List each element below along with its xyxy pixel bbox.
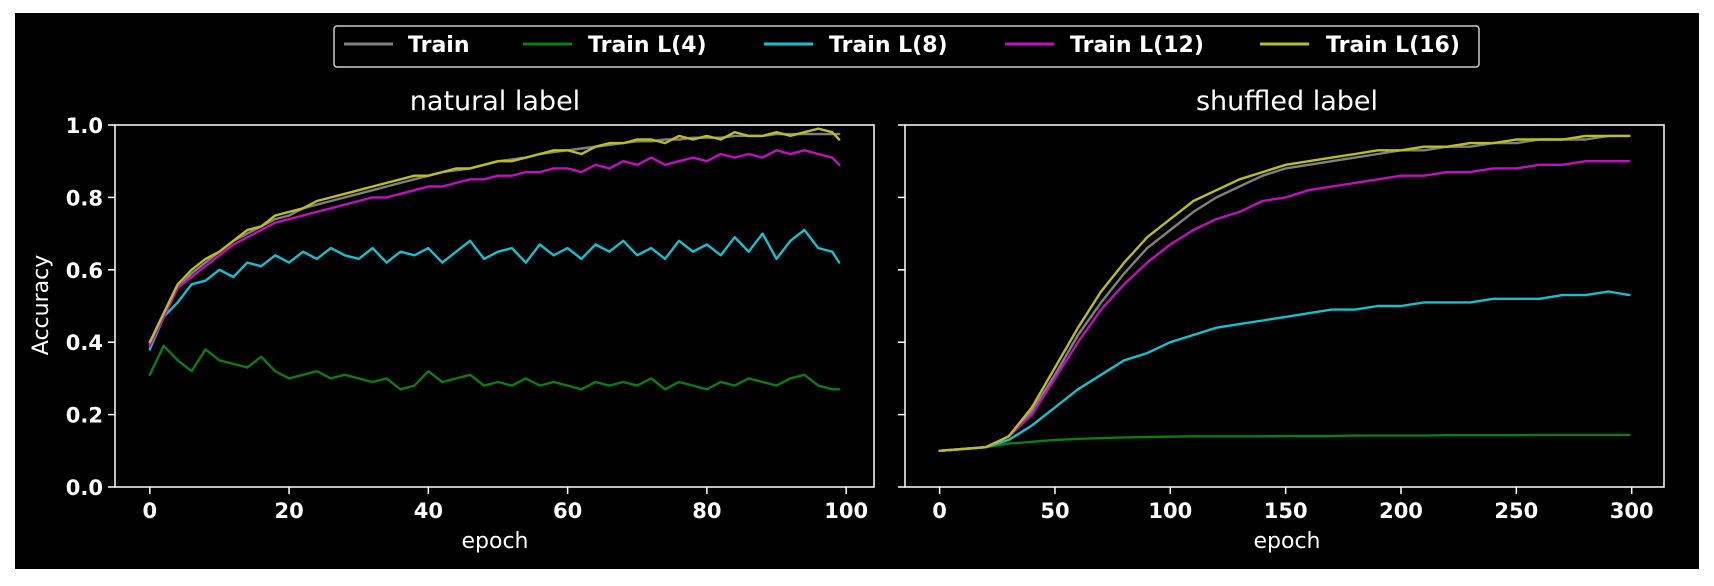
x-tick-label: 40 (414, 499, 443, 523)
x-tick-label: 100 (824, 499, 868, 523)
series-line-train-l-12-natural (148, 149, 841, 347)
x-tick-label: 100 (1148, 499, 1192, 523)
x-tick-label: 0 (932, 499, 947, 523)
series-line-train-shuffled (938, 134, 1631, 452)
legend-label-train-l8: Train L(8) (829, 33, 948, 58)
x-tick-label: 50 (1040, 499, 1069, 523)
y-ticks-shuffled (898, 124, 905, 488)
series-line-train-l-8-natural (148, 228, 841, 351)
series-line-train-l-8-shuffled (938, 290, 1631, 452)
legend-label-train-l16: Train L(16) (1326, 33, 1460, 58)
legend-entry-train: Train (344, 33, 470, 58)
x-tick-label: 60 (553, 499, 582, 523)
legend-entry-train-l16: Train L(16) (1260, 33, 1460, 58)
series-group-natural (148, 127, 841, 391)
x-ticks-natural: 0 20 40 60 80 100 (143, 487, 868, 523)
series-line-train-l-4-natural (148, 344, 841, 391)
y-ticks-natural: 0.0 0.2 0.4 0.6 0.8 1.0 (66, 114, 115, 500)
y-tick-label: 0.2 (66, 404, 103, 428)
plot-frame-shuffled (904, 124, 1665, 488)
legend-label-train-l12: Train L(12) (1070, 33, 1204, 58)
y-tick-label: 0.6 (66, 259, 103, 283)
legend-label-train-l4: Train L(4) (588, 33, 707, 58)
legend-label-train: Train (408, 33, 470, 58)
series-line-train-l-4-shuffled (938, 433, 1631, 452)
x-axis-label-shuffled: epoch (1254, 529, 1321, 554)
x-tick-label: 300 (1610, 499, 1654, 523)
panel-shuffled-label: shuffled label epoch 0 50 100 150 200 250 300 (898, 86, 1665, 554)
series-line-train-l-16-shuffled (938, 134, 1631, 452)
y-axis-label: Accuracy (29, 255, 54, 355)
y-tick-label: 0.8 (66, 186, 103, 210)
x-tick-label: 80 (692, 499, 721, 523)
plot-frame-natural (114, 124, 875, 488)
x-ticks-shuffled: 0 50 100 150 200 250 300 (932, 487, 1654, 523)
x-tick-label: 0 (143, 499, 158, 523)
x-tick-label: 250 (1494, 499, 1538, 523)
legend-entry-train-l8: Train L(8) (764, 33, 948, 58)
legend-entry-train-l12: Train L(12) (1005, 33, 1204, 58)
y-tick-label: 1.0 (66, 114, 103, 138)
legend-frame (333, 25, 1480, 68)
panel-natural-label: natural label Accuracy epoch 0 20 40 60 80 10… (29, 86, 875, 554)
figure-background (15, 13, 1699, 569)
panel-title-shuffled: shuffled label (1196, 86, 1378, 117)
legend-entry-train-l4: Train L(4) (523, 33, 707, 58)
panel-title-natural: natural label (410, 86, 580, 117)
y-tick-label: 0.4 (66, 331, 103, 355)
legend: Train Train L(4) Train L(8) Train L(12) … (333, 25, 1480, 68)
x-tick-label: 150 (1264, 499, 1308, 523)
y-tick-label: 0.0 (66, 476, 103, 500)
series-group-shuffled (938, 134, 1631, 452)
x-tick-label: 200 (1379, 499, 1423, 523)
series-line-train-l-12-shuffled (938, 159, 1631, 452)
x-tick-label: 20 (274, 499, 303, 523)
x-axis-label-natural: epoch (462, 529, 529, 554)
series-line-train-l-16-natural (148, 127, 841, 344)
